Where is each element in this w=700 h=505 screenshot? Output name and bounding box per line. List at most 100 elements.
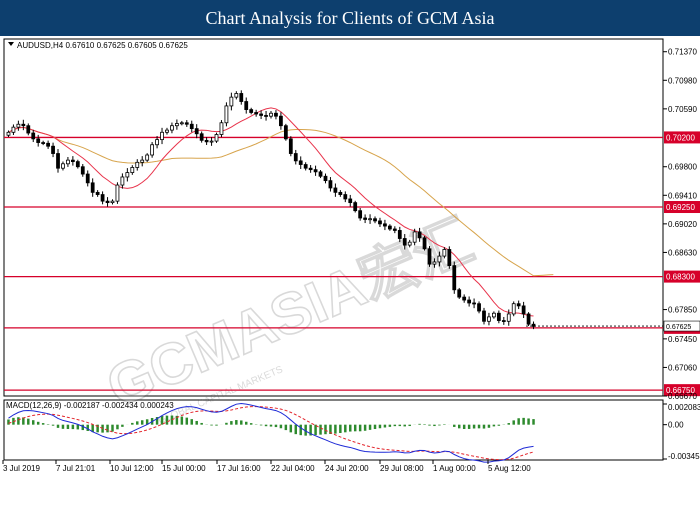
candle-body xyxy=(392,228,397,231)
macd-title: MACD(12,26,9) -0.002187 -0.002434 0.0002… xyxy=(6,401,174,410)
x-tick-label: 22 Jul 04:00 xyxy=(271,464,315,473)
macd-y-tick-label: 0.002083 xyxy=(668,403,700,412)
candle-body xyxy=(328,180,333,189)
symbol-info: AUDUSD,H4 0.67610 0.67625 0.67605 0.6762… xyxy=(17,41,188,50)
candle-body xyxy=(437,255,442,263)
y-tick-label: 0.66670 xyxy=(668,392,697,401)
macd-panel xyxy=(3,399,664,461)
y-tick-label: 0.69020 xyxy=(668,220,697,229)
candle-body xyxy=(234,93,239,98)
candle-body xyxy=(254,112,259,115)
y-tick-label: 0.67450 xyxy=(668,335,697,344)
candle-body xyxy=(26,125,31,134)
candle-body xyxy=(496,312,501,321)
candle-body xyxy=(487,316,491,322)
candle-body xyxy=(531,323,536,327)
candle-body xyxy=(239,93,244,102)
candle-body xyxy=(244,101,249,110)
level-price-tag xyxy=(664,131,700,144)
candle-body xyxy=(427,248,432,265)
candle-body xyxy=(506,313,511,322)
candle-body xyxy=(259,113,263,116)
candle-body xyxy=(135,161,140,168)
chart-area: GCMASIA宏汇 GLOBAL CAPITAL MARKETS AUDUSD,… xyxy=(0,36,700,500)
y-tick-label: 0.69800 xyxy=(668,163,697,172)
candle-body xyxy=(333,187,338,193)
candle-body xyxy=(323,175,328,182)
candle-body xyxy=(85,173,90,184)
current-price-label: 0.67625 xyxy=(666,324,691,331)
candle-body xyxy=(442,249,447,257)
candle-body xyxy=(293,153,298,162)
level-price-label: 0.68300 xyxy=(666,273,695,282)
current-price-tag xyxy=(663,320,700,332)
y-tick-label: 0.69410 xyxy=(668,191,697,200)
symbol-triangle-icon xyxy=(8,42,14,46)
macd-y-tick-label: 0.00 xyxy=(668,421,684,430)
candle-body xyxy=(348,198,353,204)
candle-body xyxy=(199,133,204,141)
page-title: Chart Analysis for Clients of GCM Asia xyxy=(0,0,700,36)
candle-body xyxy=(110,200,115,204)
candle-body xyxy=(6,131,11,136)
candle-body xyxy=(229,96,234,107)
ma-fast-line xyxy=(8,107,534,317)
x-tick-label: 1 Aug 00:00 xyxy=(433,464,476,473)
candle-body xyxy=(457,289,462,298)
candle-body xyxy=(21,123,26,127)
candle-body xyxy=(90,182,95,193)
candle-body xyxy=(318,171,323,177)
x-tick-label: 24 Jul 20:00 xyxy=(325,464,369,473)
candle-body xyxy=(150,144,155,156)
candle-body xyxy=(214,134,219,142)
candle-body xyxy=(204,139,209,143)
candle-body xyxy=(397,230,402,239)
candle-body xyxy=(521,305,526,315)
candle-body xyxy=(155,139,159,146)
candle-body xyxy=(338,191,343,195)
candle-body xyxy=(298,160,303,165)
candle-body xyxy=(140,159,145,163)
candle-body xyxy=(516,303,521,307)
candle-body xyxy=(66,159,70,165)
candle-body xyxy=(373,218,377,222)
candle-body xyxy=(363,217,367,220)
candle-body xyxy=(417,231,422,239)
candle-body xyxy=(368,218,372,221)
candle-body xyxy=(526,313,531,325)
level-price-label: 0.70200 xyxy=(666,133,695,142)
candle-body xyxy=(70,159,75,162)
x-tick-label: 17 Jul 16:00 xyxy=(217,464,261,473)
candle-body xyxy=(130,167,135,173)
candle-body xyxy=(264,115,268,117)
candle-body xyxy=(165,129,169,133)
candle-body xyxy=(31,132,36,140)
candle-body xyxy=(224,105,229,124)
candle-body xyxy=(184,122,189,125)
candle-body xyxy=(115,184,120,202)
candle-body xyxy=(100,194,105,202)
candle-body xyxy=(303,164,308,169)
candle-body xyxy=(46,142,50,147)
candle-body xyxy=(41,142,46,144)
level-price-tag xyxy=(664,270,700,283)
candle-body xyxy=(343,194,348,200)
x-tick-label: 7 Jul 21:01 xyxy=(56,464,96,473)
candle-body xyxy=(482,310,486,322)
candle-body xyxy=(412,231,417,243)
level-price-tag xyxy=(664,201,700,214)
candle-body xyxy=(36,138,41,143)
candle-body xyxy=(283,125,288,140)
candle-body xyxy=(402,238,407,246)
candle-body xyxy=(160,131,164,141)
candle-body xyxy=(219,122,224,135)
x-tick-label: 29 Jul 08:00 xyxy=(380,464,424,473)
candle-body xyxy=(125,172,130,178)
candle-body xyxy=(492,312,496,318)
macd-signal-line xyxy=(8,406,534,461)
candle-body xyxy=(145,154,150,161)
candle-body xyxy=(462,296,467,301)
candle-body xyxy=(353,202,358,212)
x-tick-label: 5 Aug 12:00 xyxy=(488,464,531,473)
candle-body xyxy=(422,237,427,250)
